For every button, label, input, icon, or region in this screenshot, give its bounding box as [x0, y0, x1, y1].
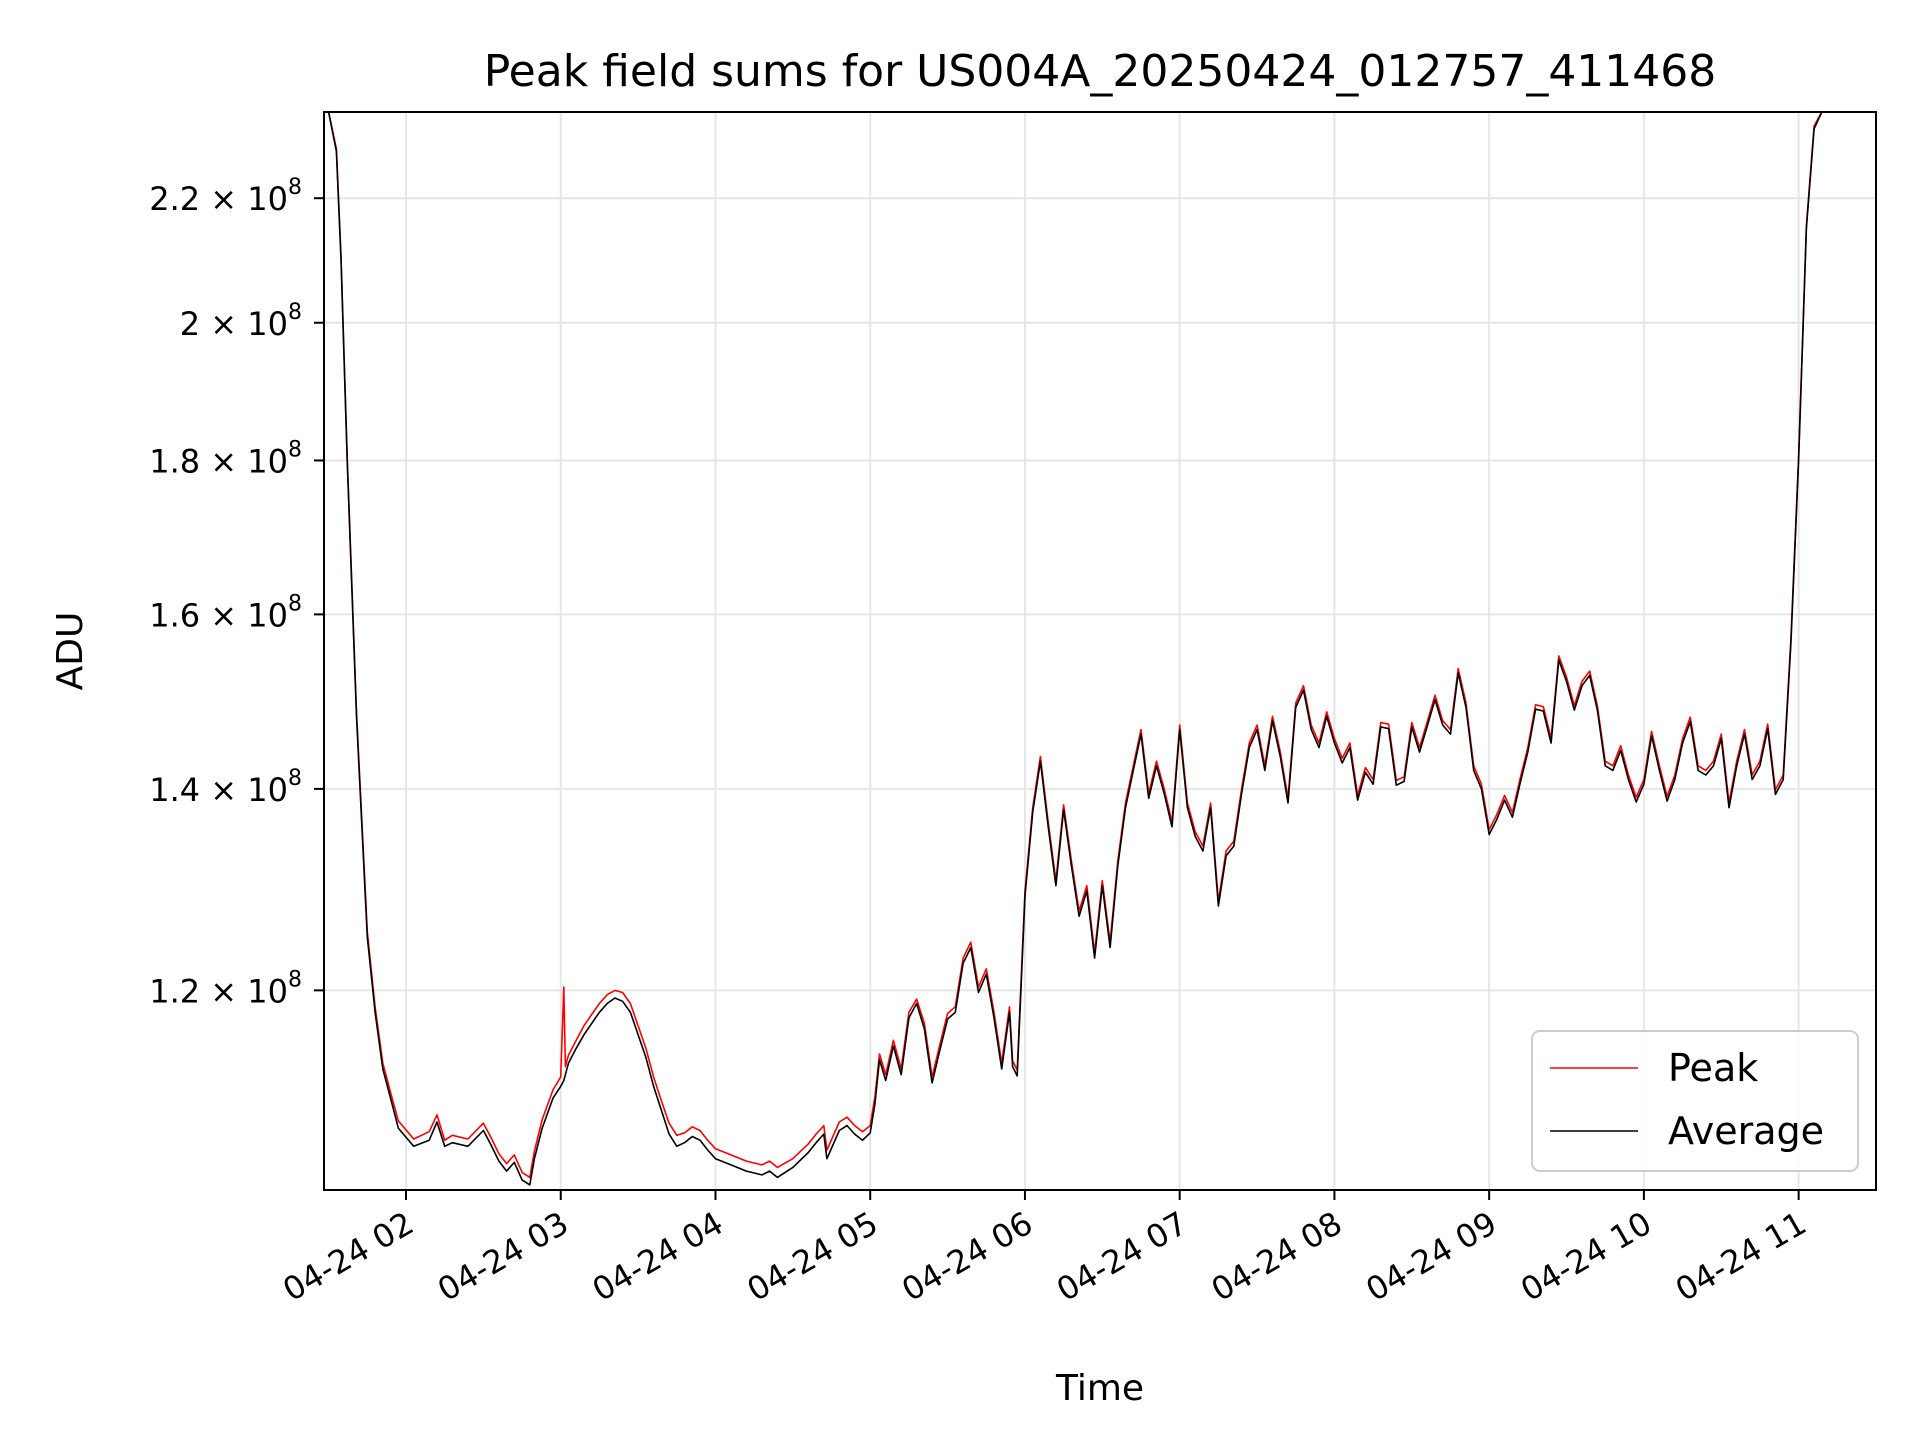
- legend: Peak Average: [1531, 1030, 1859, 1172]
- y-tick-label: 1.4 × 108: [149, 766, 302, 809]
- series-layer: [324, 111, 1823, 1186]
- y-axis-ticks: 1.2 × 108 1.4 × 108 1.6 × 108 1.8 × 108 2 × …: [149, 175, 324, 1010]
- y-tick-label: 1.8 × 108: [149, 437, 302, 480]
- series-line-average: [324, 111, 1823, 1186]
- legend-label-average: Average: [1668, 1109, 1824, 1153]
- chart-title: Peak field sums for US004A_20250424_0127…: [484, 46, 1717, 97]
- y-tick-label: 2.2 × 108: [149, 175, 302, 218]
- plot-area-frame: [323, 111, 1877, 1191]
- grid: [324, 112, 1876, 1190]
- legend-box: [1531, 1030, 1859, 1172]
- y-tick-label: 1.2 × 108: [149, 967, 302, 1010]
- legend-label-peak: Peak: [1668, 1046, 1758, 1090]
- y-tick-label: 1.6 × 108: [149, 591, 302, 634]
- y-axis-label: ADU: [50, 612, 91, 691]
- y-tick-label: 2 × 108: [180, 300, 302, 343]
- series-line-peak: [324, 111, 1823, 1179]
- x-axis-label: Time: [1055, 1368, 1144, 1409]
